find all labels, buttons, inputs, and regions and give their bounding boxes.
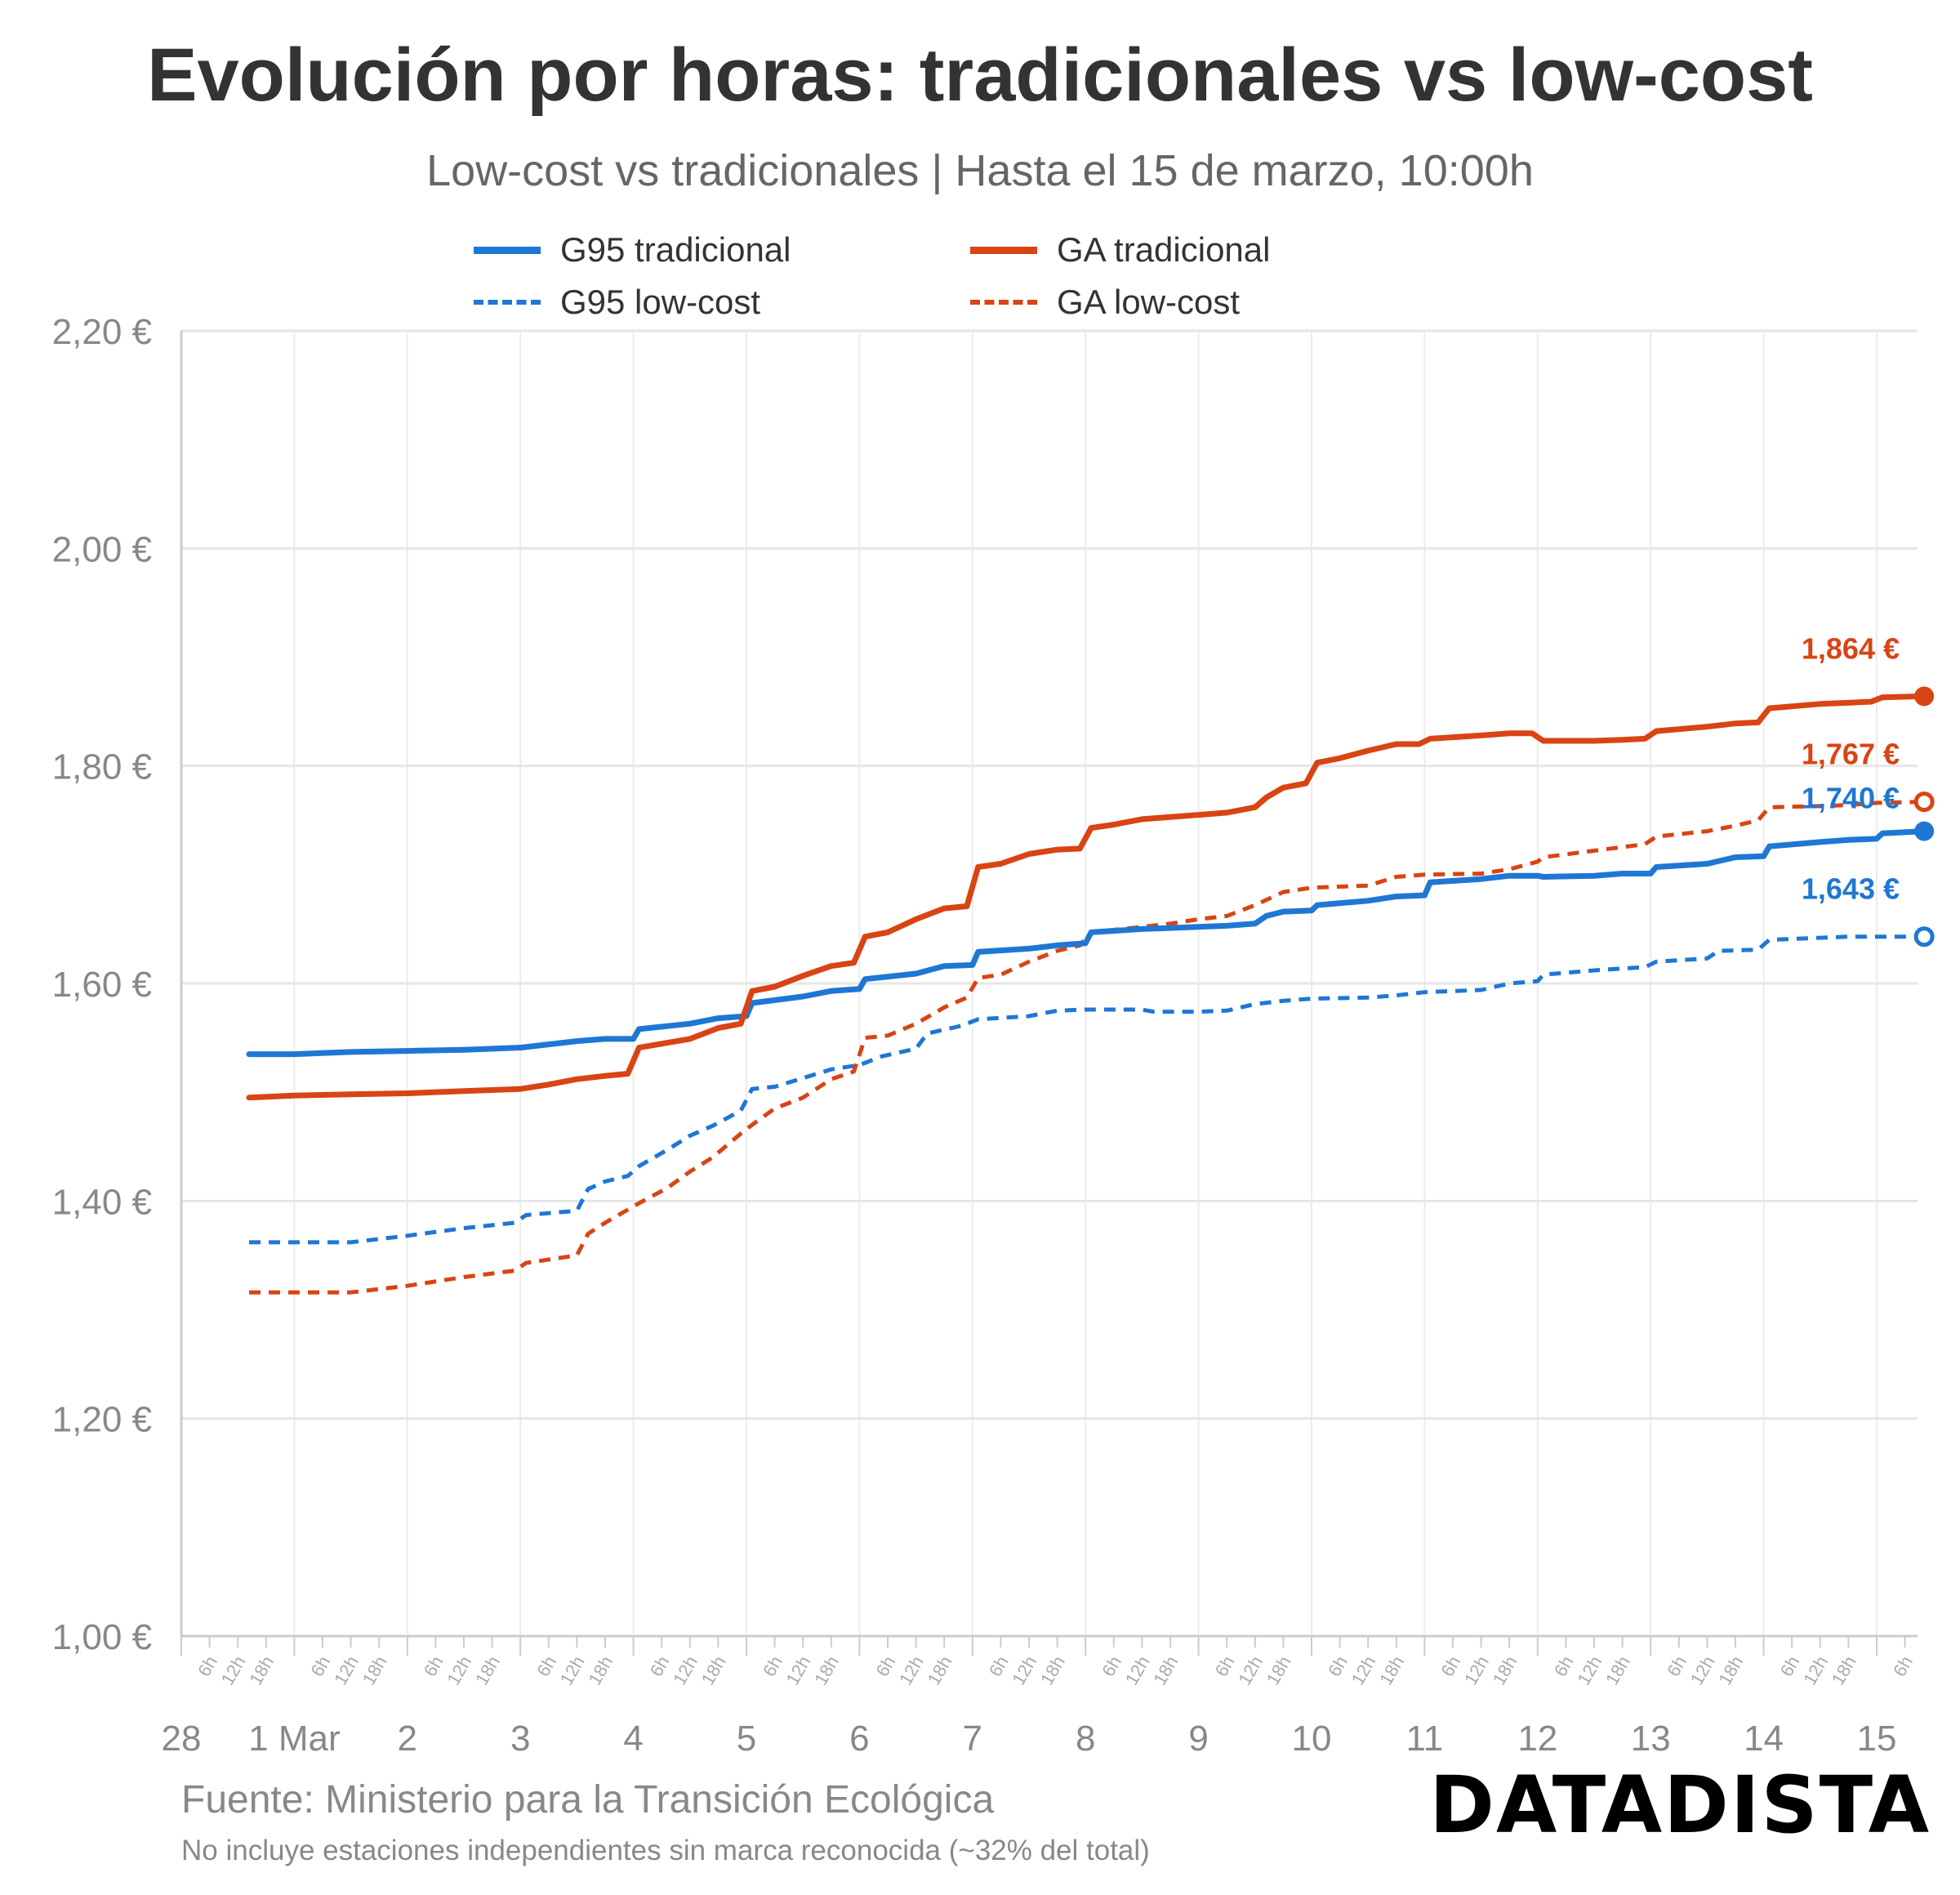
x-hour-label: 18h	[1714, 1652, 1747, 1688]
legend-label-ga-low-cost: GA low-cost	[1057, 283, 1241, 321]
legend-swatch-g95-tradicional	[474, 246, 541, 254]
end-marker-ga-tradicional	[1914, 686, 1935, 707]
series-line-g95-tradicional	[246, 828, 1927, 1058]
x-hour-label: 18h	[1375, 1652, 1408, 1688]
legend-label-g95-tradicional: G95 tradicional	[560, 230, 791, 269]
series-line-ga-tradicional	[246, 693, 1927, 1101]
footnote: No incluye estaciones independientes sin…	[181, 1835, 1150, 1866]
legend-item-ga-low-cost: GA low-cost	[970, 278, 1240, 327]
x-hour-label: 12h	[669, 1652, 702, 1688]
end-label-g95-tradicional: 1,740 €	[1802, 782, 1900, 815]
chart-legend: G95 tradicional GA tradicional G95 low-c…	[474, 225, 1372, 332]
x-day-label: 2	[398, 1719, 417, 1759]
brand-logo: DATADISTA	[1429, 1759, 1931, 1851]
x-hour-label: 18h	[924, 1652, 956, 1688]
x-hour-label: 12h	[1008, 1652, 1040, 1688]
y-tick-label: 1,00 €	[52, 1617, 152, 1657]
x-hour-label: 12h	[782, 1652, 815, 1688]
x-day-label: 11	[1406, 1719, 1444, 1759]
x-day-label: 4	[623, 1719, 643, 1759]
x-day-label: 13	[1631, 1719, 1671, 1759]
x-hour-label: 6h	[420, 1652, 448, 1680]
x-hour-label: 6h	[194, 1652, 221, 1680]
x-hour-label: 18h	[1149, 1652, 1182, 1688]
x-hour-label: 6h	[306, 1652, 334, 1680]
x-hour-label: 6h	[1889, 1652, 1917, 1680]
legend-label-ga-tradicional: GA tradicional	[1057, 230, 1271, 269]
x-hour-label: 6h	[1211, 1652, 1239, 1680]
x-hour-label: 6h	[1437, 1652, 1464, 1680]
x-hour-label: 18h	[697, 1652, 730, 1688]
y-tick-label: 2,20 €	[52, 312, 152, 352]
y-tick-label: 2,00 €	[52, 529, 152, 569]
x-hour-label: 12h	[1348, 1652, 1380, 1688]
x-hour-label: 18h	[1828, 1652, 1860, 1688]
x-day-label: 1 Mar	[248, 1719, 340, 1759]
x-hour-label: 12h	[1121, 1652, 1154, 1688]
chart-title: Evolución por horas: tradicionales vs lo…	[147, 33, 1813, 117]
x-day-label: 28	[162, 1719, 202, 1759]
x-hour-label: 6h	[1324, 1652, 1352, 1680]
x-day-label: 12	[1517, 1719, 1557, 1759]
y-tick-label: 1,80 €	[52, 747, 152, 787]
x-hour-label: 18h	[359, 1652, 391, 1688]
x-hour-label: 12h	[1799, 1652, 1832, 1688]
legend-item-g95-low-cost: G95 low-cost	[474, 278, 760, 327]
x-hour-label: 12h	[443, 1652, 475, 1688]
x-hour-label: 18h	[810, 1652, 843, 1688]
y-tick-label: 1,40 €	[52, 1182, 152, 1222]
legend-item-g95-tradicional: G95 tradicional	[474, 225, 791, 274]
x-hour-label: 6h	[532, 1652, 560, 1680]
end-label-g95-low-cost: 1,643 €	[1802, 872, 1900, 906]
y-tick-label: 1,20 €	[52, 1400, 152, 1440]
x-hour-label: 6h	[646, 1652, 674, 1680]
x-hour-label: 6h	[759, 1652, 786, 1680]
x-hour-label: 18h	[1263, 1652, 1295, 1688]
x-hour-label: 18h	[584, 1652, 617, 1688]
x-hour-label: 12h	[1573, 1652, 1606, 1688]
x-hour-label: 18h	[1036, 1652, 1069, 1688]
x-day-label: 15	[1857, 1719, 1897, 1759]
end-marker-ga-low-cost	[1913, 791, 1935, 813]
legend-label-g95-low-cost: G95 low-cost	[560, 283, 761, 321]
legend-swatch-ga-low-cost	[970, 300, 1037, 305]
legend-item-ga-tradicional: GA tradicional	[970, 225, 1270, 274]
y-tick-label: 1,60 €	[52, 965, 152, 1005]
legend-swatch-g95-low-cost	[474, 300, 541, 305]
x-hour-label: 18h	[471, 1652, 504, 1688]
series-line-ga-low-cost	[249, 800, 1925, 1295]
end-label-ga-low-cost: 1,767 €	[1802, 738, 1900, 771]
x-hour-label: 12h	[1460, 1652, 1493, 1688]
x-day-label: 9	[1188, 1719, 1208, 1759]
x-hour-label: 12h	[217, 1652, 250, 1688]
x-day-label: 14	[1744, 1719, 1784, 1759]
x-hour-label: 18h	[1601, 1652, 1634, 1688]
x-day-label: 7	[963, 1719, 982, 1759]
x-day-label: 8	[1076, 1719, 1095, 1759]
x-hour-label: 12h	[895, 1652, 928, 1688]
x-hour-label: 12h	[1234, 1652, 1267, 1688]
x-hour-label: 6h	[871, 1652, 899, 1680]
end-marker-g95-low-cost	[1913, 926, 1935, 948]
legend-swatch-ga-tradicional	[970, 246, 1037, 254]
x-hour-label: 6h	[1663, 1652, 1690, 1680]
x-hour-label: 6h	[1776, 1652, 1804, 1680]
end-label-ga-tradicional: 1,864 €	[1802, 631, 1900, 665]
chart-subtitle: Low-cost vs tradicionales | Hasta el 15 …	[426, 146, 1534, 195]
source-note: Fuente: Ministerio para la Transición Ec…	[181, 1778, 995, 1821]
x-day-label: 6	[849, 1719, 869, 1759]
x-hour-label: 18h	[245, 1652, 278, 1688]
x-hour-label: 6h	[1098, 1652, 1125, 1680]
x-hour-label: 18h	[1489, 1652, 1521, 1688]
x-hour-label: 6h	[1550, 1652, 1578, 1680]
x-day-label: 5	[737, 1719, 756, 1759]
x-hour-label: 12h	[1686, 1652, 1719, 1688]
end-marker-g95-tradicional	[1914, 821, 1935, 841]
x-hour-label: 6h	[985, 1652, 1013, 1680]
x-day-label: 10	[1292, 1719, 1332, 1759]
x-day-label: 3	[510, 1719, 530, 1759]
x-hour-label: 12h	[330, 1652, 363, 1688]
x-hour-label: 12h	[556, 1652, 589, 1688]
